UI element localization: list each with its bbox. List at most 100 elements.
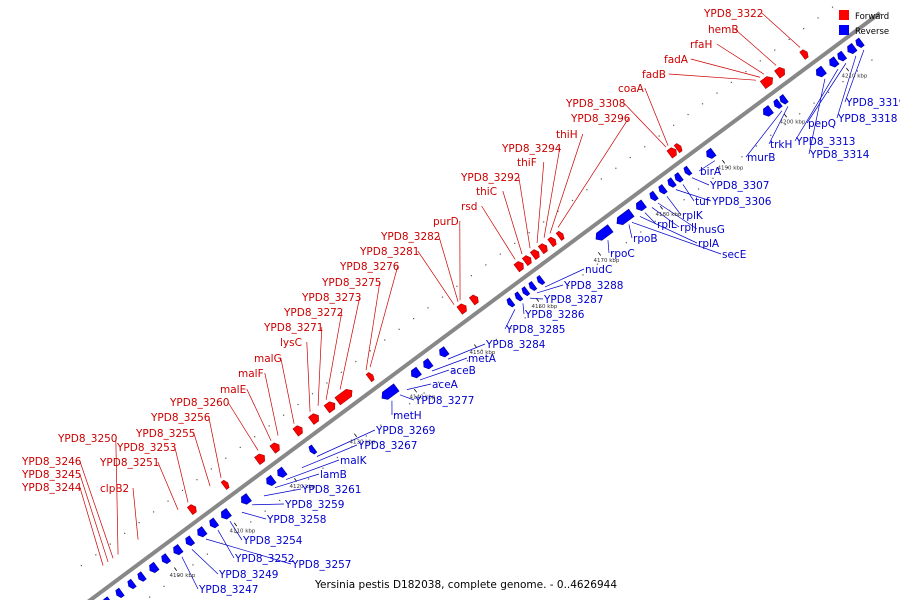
reverse-gene[interactable] [307, 444, 318, 455]
gene-label-ypd8-3285[interactable]: YPD8_3285 [505, 324, 565, 336]
reverse-gene[interactable] [673, 172, 684, 184]
gene-label-rplj[interactable]: rplJ [680, 222, 697, 234]
forward-gene[interactable] [759, 74, 775, 90]
reverse-gene[interactable] [761, 105, 774, 119]
gene-label-malg[interactable]: malG [254, 353, 282, 365]
gene-label-ypd8-3292[interactable]: YPD8_3292 [460, 172, 520, 184]
gene-label-aceb[interactable]: aceB [450, 365, 476, 377]
gene-label-rpll[interactable]: rplL [657, 219, 677, 231]
gene-label-rpob[interactable]: rpoB [633, 233, 658, 245]
forward-gene[interactable] [292, 424, 305, 437]
reverse-gene[interactable] [275, 466, 288, 479]
gene-label-murb[interactable]: murB [747, 152, 775, 164]
gene-label-rfah[interactable]: rfaH [690, 39, 712, 51]
gene-label-ypd8-3249[interactable]: YPD8_3249 [218, 569, 278, 581]
gene-label-ypd8-3277[interactable]: YPD8_3277 [414, 395, 474, 407]
reverse-gene[interactable] [239, 493, 252, 507]
gene-label-male[interactable]: malE [220, 384, 246, 396]
reverse-gene[interactable] [666, 177, 677, 189]
gene-label-ypd8-3288[interactable]: YPD8_3288 [563, 280, 623, 292]
gene-label-ypd8-3247[interactable]: YPD8_3247 [198, 584, 258, 596]
forward-gene[interactable] [513, 260, 526, 273]
gene-label-ypd8-3252[interactable]: YPD8_3252 [234, 553, 294, 565]
reverse-gene[interactable] [854, 37, 865, 49]
gene-label-ypd8-3319[interactable]: YPD8_3319 [845, 97, 900, 109]
gene-label-ypd8-3307[interactable]: YPD8_3307 [709, 180, 769, 192]
gene-label-coaa[interactable]: coaA [618, 83, 645, 95]
reverse-gene[interactable] [657, 184, 668, 195]
gene-label-ypd8-3284[interactable]: YPD8_3284 [485, 339, 546, 351]
gene-label-fadb[interactable]: fadB [642, 69, 666, 81]
gene-label-trkh[interactable]: trkH [770, 139, 792, 151]
forward-gene[interactable] [774, 65, 788, 79]
forward-gene[interactable] [555, 230, 565, 241]
gene-label-ypd8-3313[interactable]: YPD8_3313 [795, 136, 855, 148]
forward-gene[interactable] [323, 400, 337, 414]
gene-label-ypd8-3261[interactable]: YPD8_3261 [301, 484, 361, 496]
forward-gene[interactable] [254, 452, 268, 466]
forward-gene[interactable] [186, 503, 198, 515]
gene-label-nudc[interactable]: nudC [585, 264, 612, 276]
gene-label-rpoc[interactable]: rpoC [610, 248, 635, 260]
gene-label-malf[interactable]: malF [238, 368, 264, 380]
gene-label-nusg[interactable]: nusG [698, 224, 725, 236]
reverse-gene[interactable] [814, 65, 827, 79]
gene-label-ypd8-3250[interactable]: YPD8_3250 [57, 433, 117, 445]
reverse-gene[interactable] [147, 561, 160, 574]
gene-label-ypd8-3271[interactable]: YPD8_3271 [263, 322, 323, 334]
reverse-gene[interactable] [634, 199, 647, 213]
reverse-gene[interactable] [264, 474, 277, 487]
forward-gene[interactable] [269, 441, 282, 454]
reverse-gene[interactable] [778, 94, 789, 106]
gene-label-ypd8-3294[interactable]: YPD8_3294 [501, 143, 562, 155]
forward-gene[interactable] [521, 254, 533, 266]
gene-label-pepq[interactable]: pepQ [808, 118, 836, 130]
gene-label-lamb[interactable]: lamB [320, 469, 347, 481]
forward-gene[interactable] [456, 302, 469, 315]
forward-gene[interactable] [547, 236, 558, 248]
forward-gene[interactable] [308, 412, 322, 425]
gene-label-ypd8-3286[interactable]: YPD8_3286 [524, 309, 585, 321]
gene-label-ypd8-3254[interactable]: YPD8_3254 [242, 535, 303, 547]
gene-label-thif[interactable]: thiF [517, 157, 537, 169]
reverse-gene[interactable] [126, 578, 137, 590]
gene-label-thic[interactable]: thiC [476, 186, 497, 198]
reverse-gene[interactable] [379, 383, 400, 402]
gene-label-rplk[interactable]: rplK [682, 210, 704, 222]
gene-label-ypd8-3255[interactable]: YPD8_3255 [135, 428, 195, 440]
reverse-gene[interactable] [160, 553, 172, 565]
reverse-gene[interactable] [827, 56, 840, 69]
gene-label-lysc[interactable]: lysC [280, 337, 302, 349]
reverse-gene[interactable] [648, 190, 659, 202]
forward-gene[interactable] [468, 294, 480, 306]
reverse-gene[interactable] [520, 286, 531, 297]
gene-label-tuf[interactable]: tuf [695, 196, 710, 208]
gene-label-ypd8-3251[interactable]: YPD8_3251 [99, 457, 159, 469]
gene-label-rsd[interactable]: rsd [461, 201, 477, 213]
forward-gene[interactable] [666, 146, 679, 159]
gene-label-ypd8-3314[interactable]: YPD8_3314 [809, 149, 870, 161]
forward-gene[interactable] [537, 242, 549, 255]
gene-label-ypd8-3308[interactable]: YPD8_3308 [565, 98, 625, 110]
forward-gene[interactable] [220, 479, 230, 490]
gene-label-clpb2[interactable]: clpB2 [100, 483, 129, 495]
reverse-gene[interactable] [136, 571, 147, 583]
gene-label-ypd8-3257[interactable]: YPD8_3257 [291, 559, 351, 571]
gene-label-ypd8-3253[interactable]: YPD8_3253 [116, 442, 176, 454]
reverse-gene[interactable] [171, 544, 184, 556]
reverse-gene[interactable] [704, 147, 717, 160]
gene-label-ypd8-3246[interactable]: YPD8_3246 [21, 456, 82, 468]
reverse-gene[interactable] [114, 587, 125, 599]
gene-label-ypd8-3244[interactable]: YPD8_3244 [21, 482, 82, 494]
gene-label-bira[interactable]: birA [700, 166, 722, 178]
reverse-gene[interactable] [184, 535, 196, 547]
reverse-gene[interactable] [505, 297, 516, 308]
reverse-gene[interactable] [102, 596, 114, 600]
gene-label-ypd8-3245[interactable]: YPD8_3245 [21, 469, 81, 481]
gene-label-purd[interactable]: purD [433, 216, 459, 228]
gene-label-acea[interactable]: aceA [432, 379, 459, 391]
reverse-gene[interactable] [219, 508, 232, 521]
reverse-gene[interactable] [195, 526, 208, 539]
gene-label-thih[interactable]: thiH [556, 129, 578, 141]
gene-label-meta[interactable]: metA [468, 353, 497, 365]
